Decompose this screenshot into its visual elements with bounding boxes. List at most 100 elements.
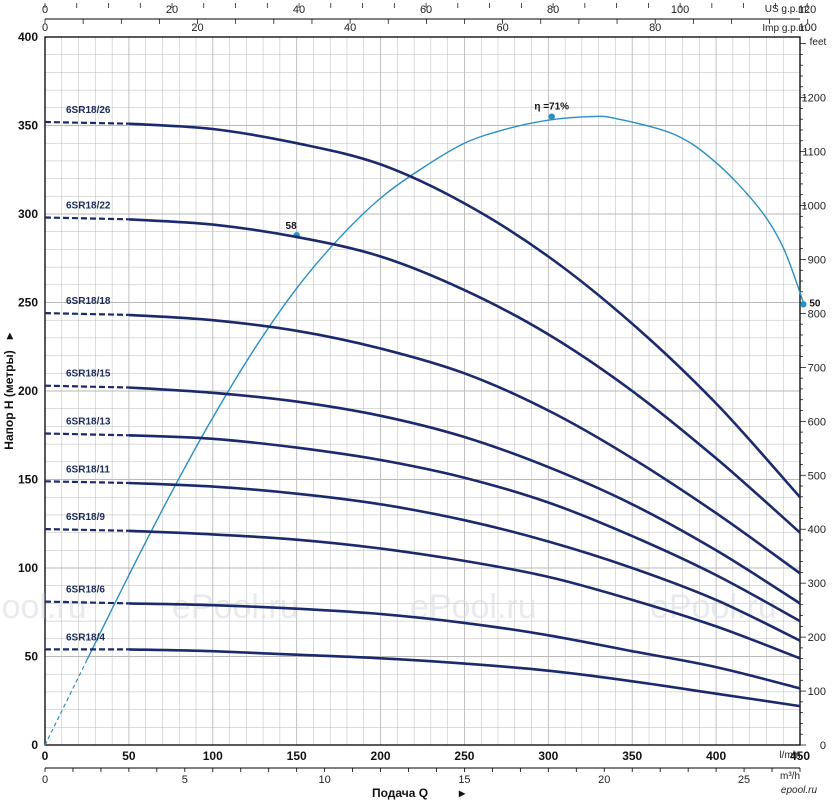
pump-curve-label: 6SR18/9 <box>66 512 105 523</box>
y-axis-title: Напор H (метры) <box>2 350 16 449</box>
pump-curve-line <box>128 218 801 534</box>
y-tick-label: 50 <box>25 650 39 664</box>
y-tick-label: 250 <box>18 296 38 310</box>
efficiency-curve: 58 η =71% 50 <box>44 102 821 746</box>
pump-curves: 6SR18/26 6SR18/22 6SR18/18 6SR18/15 6SR18/13… <box>44 105 801 708</box>
y-tick-label: 100 <box>18 561 38 575</box>
us-tick-label: 20 <box>166 4 178 16</box>
pump-curve-label: 6SR18/26 <box>66 105 111 116</box>
watermark-text: ePool.ru <box>410 588 537 626</box>
pump-curve-label: 6SR18/22 <box>66 201 111 212</box>
m3h-tick-label: 10 <box>319 774 331 786</box>
m3h-tick-label: 25 <box>738 774 750 786</box>
y-tick-label: 200 <box>18 384 38 398</box>
feet-tick-label: 400 <box>808 524 826 536</box>
pump-curve-line <box>128 313 801 575</box>
pump-curve-dashed <box>44 120 129 125</box>
imp-tick-label: 80 <box>649 22 661 34</box>
pump-curve-line <box>128 529 801 660</box>
x-tick-label: 100 <box>203 749 223 763</box>
efficiency-marker-label: η =71% <box>534 102 569 113</box>
pump-curve-dashed <box>44 312 129 316</box>
axes <box>44 3 809 772</box>
pump-curve-line <box>128 602 801 690</box>
y-tick-label: 0 <box>31 738 38 752</box>
pump-curve-group: 6SR18/22 <box>44 201 801 534</box>
y-tick-label: 150 <box>18 473 38 487</box>
y-tick-label: 350 <box>18 119 38 133</box>
watermark-text: ePool.ru <box>0 588 87 626</box>
pump-curve-group: 6SR18/18 <box>44 296 801 575</box>
pump-curve-label: 6SR18/11 <box>66 464 110 475</box>
x-tick-label: 450 <box>790 749 810 763</box>
efficiency-marker <box>548 113 555 120</box>
feet-tick-label: 800 <box>808 308 826 320</box>
feet-tick-label: 1200 <box>802 93 826 105</box>
x-tick-label: 250 <box>454 749 474 763</box>
pump-curve-dashed <box>44 480 129 485</box>
feet-tick-label: 700 <box>808 362 826 374</box>
pump-curve-group: 6SR18/6 <box>44 585 801 690</box>
pump-curve-group: 6SR18/15 <box>44 369 801 605</box>
y-axis-arrow-icon: ▸ <box>2 332 16 340</box>
pump-curve-line <box>128 481 801 642</box>
unit-us-gpm: US g.p.m. <box>765 4 809 15</box>
pump-curve-line <box>128 434 801 623</box>
pump-curve-label: 6SR18/6 <box>66 585 105 596</box>
imp-tick-label: 100 <box>799 22 817 34</box>
pump-curve-dashed <box>44 600 129 605</box>
site-badge-text: epool.ru <box>781 785 818 796</box>
imp-tick-label: 40 <box>344 22 356 34</box>
feet-tick-label: 500 <box>808 470 826 482</box>
feet-tick-label: 900 <box>808 254 826 266</box>
pump-curve-group: 6SR18/9 <box>44 512 801 660</box>
feet-tick-label: 1000 <box>802 201 826 213</box>
us-tick-label: 120 <box>798 4 816 16</box>
imp-tick-label: 0 <box>42 22 48 34</box>
imp-tick-label: 20 <box>191 22 203 34</box>
imp-tick-label: 60 <box>497 22 509 34</box>
pump-curve-dashed <box>44 432 129 437</box>
pump-curve-group: 6SR18/26 <box>44 105 801 499</box>
efficiency-marker-label: 58 <box>286 221 298 232</box>
m3h-tick-label: 5 <box>182 774 188 786</box>
unit-imp-gpm: Imp g.p.m. <box>762 23 809 34</box>
plot-frame <box>44 36 801 746</box>
m3h-tick-label: 0 <box>42 774 48 786</box>
pump-curve-group: 6SR18/4 <box>44 632 801 708</box>
efficiency-marker-label: 50 <box>809 298 821 309</box>
pump-curve-line <box>128 648 801 708</box>
pump-curve-line <box>128 122 801 499</box>
us-tick-label: 60 <box>420 4 432 16</box>
pump-curve-label: 6SR18/18 <box>66 296 111 307</box>
us-tick-label: 0 <box>42 4 48 16</box>
x-tick-label: 300 <box>538 749 558 763</box>
feet-tick-label: 600 <box>808 416 826 428</box>
pump-curve-group: 6SR18/11 <box>44 464 801 642</box>
unit-m3h: m³/h <box>780 771 800 782</box>
m3h-tick-label: 20 <box>598 774 610 786</box>
pump-curve-label: 6SR18/4 <box>66 632 105 643</box>
pump-curve-dashed <box>44 384 129 389</box>
feet-tick-label: 1100 <box>802 147 826 159</box>
pump-curve-line <box>128 386 801 605</box>
feet-tick-label: 200 <box>808 632 826 644</box>
x-tick-label: 150 <box>287 749 307 763</box>
x-tick-label: 350 <box>622 749 642 763</box>
pump-curve-dashed <box>44 216 129 221</box>
efficiency-curve-dashed <box>44 659 88 746</box>
site-badge: epool.ru <box>770 782 828 796</box>
pump-curve-group: 6SR18/13 <box>44 416 801 623</box>
unit-feet: feet <box>810 37 827 48</box>
y-tick-label: 300 <box>18 207 38 221</box>
efficiency-marker <box>800 301 807 308</box>
x-tick-label: 50 <box>122 749 136 763</box>
feet-tick-label: 300 <box>808 578 826 590</box>
axis-titles: Напор H (метры) ▸ Подача Q ▸ l/min m³/h … <box>2 4 827 800</box>
pump-curve-label: 6SR18/13 <box>66 416 111 427</box>
unit-lmin: l/min <box>779 750 800 761</box>
pump-curve-dashed <box>44 528 129 532</box>
efficiency-curve-line <box>86 115 805 661</box>
y-tick-label: 400 <box>18 30 38 44</box>
